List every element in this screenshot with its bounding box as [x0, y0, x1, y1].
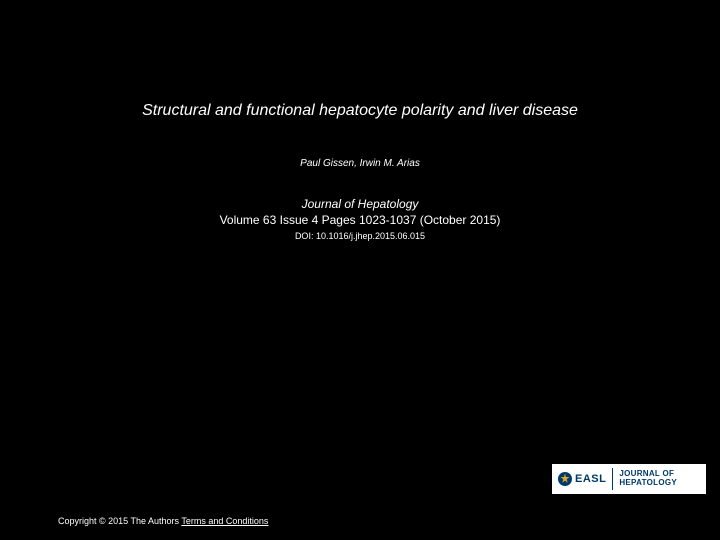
doi-text: DOI: 10.1016/j.jhep.2015.06.015 [0, 231, 720, 241]
footer: Copyright © 2015 The Authors Terms and C… [58, 516, 268, 526]
logo-divider [612, 468, 613, 490]
easl-star-icon [558, 472, 572, 486]
journal-logo-text: JOURNAL OF HEPATOLOGY [619, 470, 677, 488]
publisher-logo: EASL JOURNAL OF HEPATOLOGY [552, 464, 706, 494]
article-authors: Paul Gissen, Irwin M. Arias [0, 158, 720, 169]
journal-line2: HEPATOLOGY [619, 479, 677, 488]
easl-text: EASL [575, 473, 606, 485]
terms-link[interactable]: Terms and Conditions [181, 516, 268, 526]
easl-badge: EASL [558, 472, 606, 486]
copyright-text: Copyright © 2015 The Authors [58, 516, 181, 526]
journal-name-italic: Journal of Hepatology [0, 197, 720, 211]
citation-block: Structural and functional hepatocyte pol… [0, 102, 720, 241]
volume-info: Volume 63 Issue 4 Pages 1023-1037 (Octob… [0, 213, 720, 227]
article-title: Structural and functional hepatocyte pol… [0, 102, 720, 120]
